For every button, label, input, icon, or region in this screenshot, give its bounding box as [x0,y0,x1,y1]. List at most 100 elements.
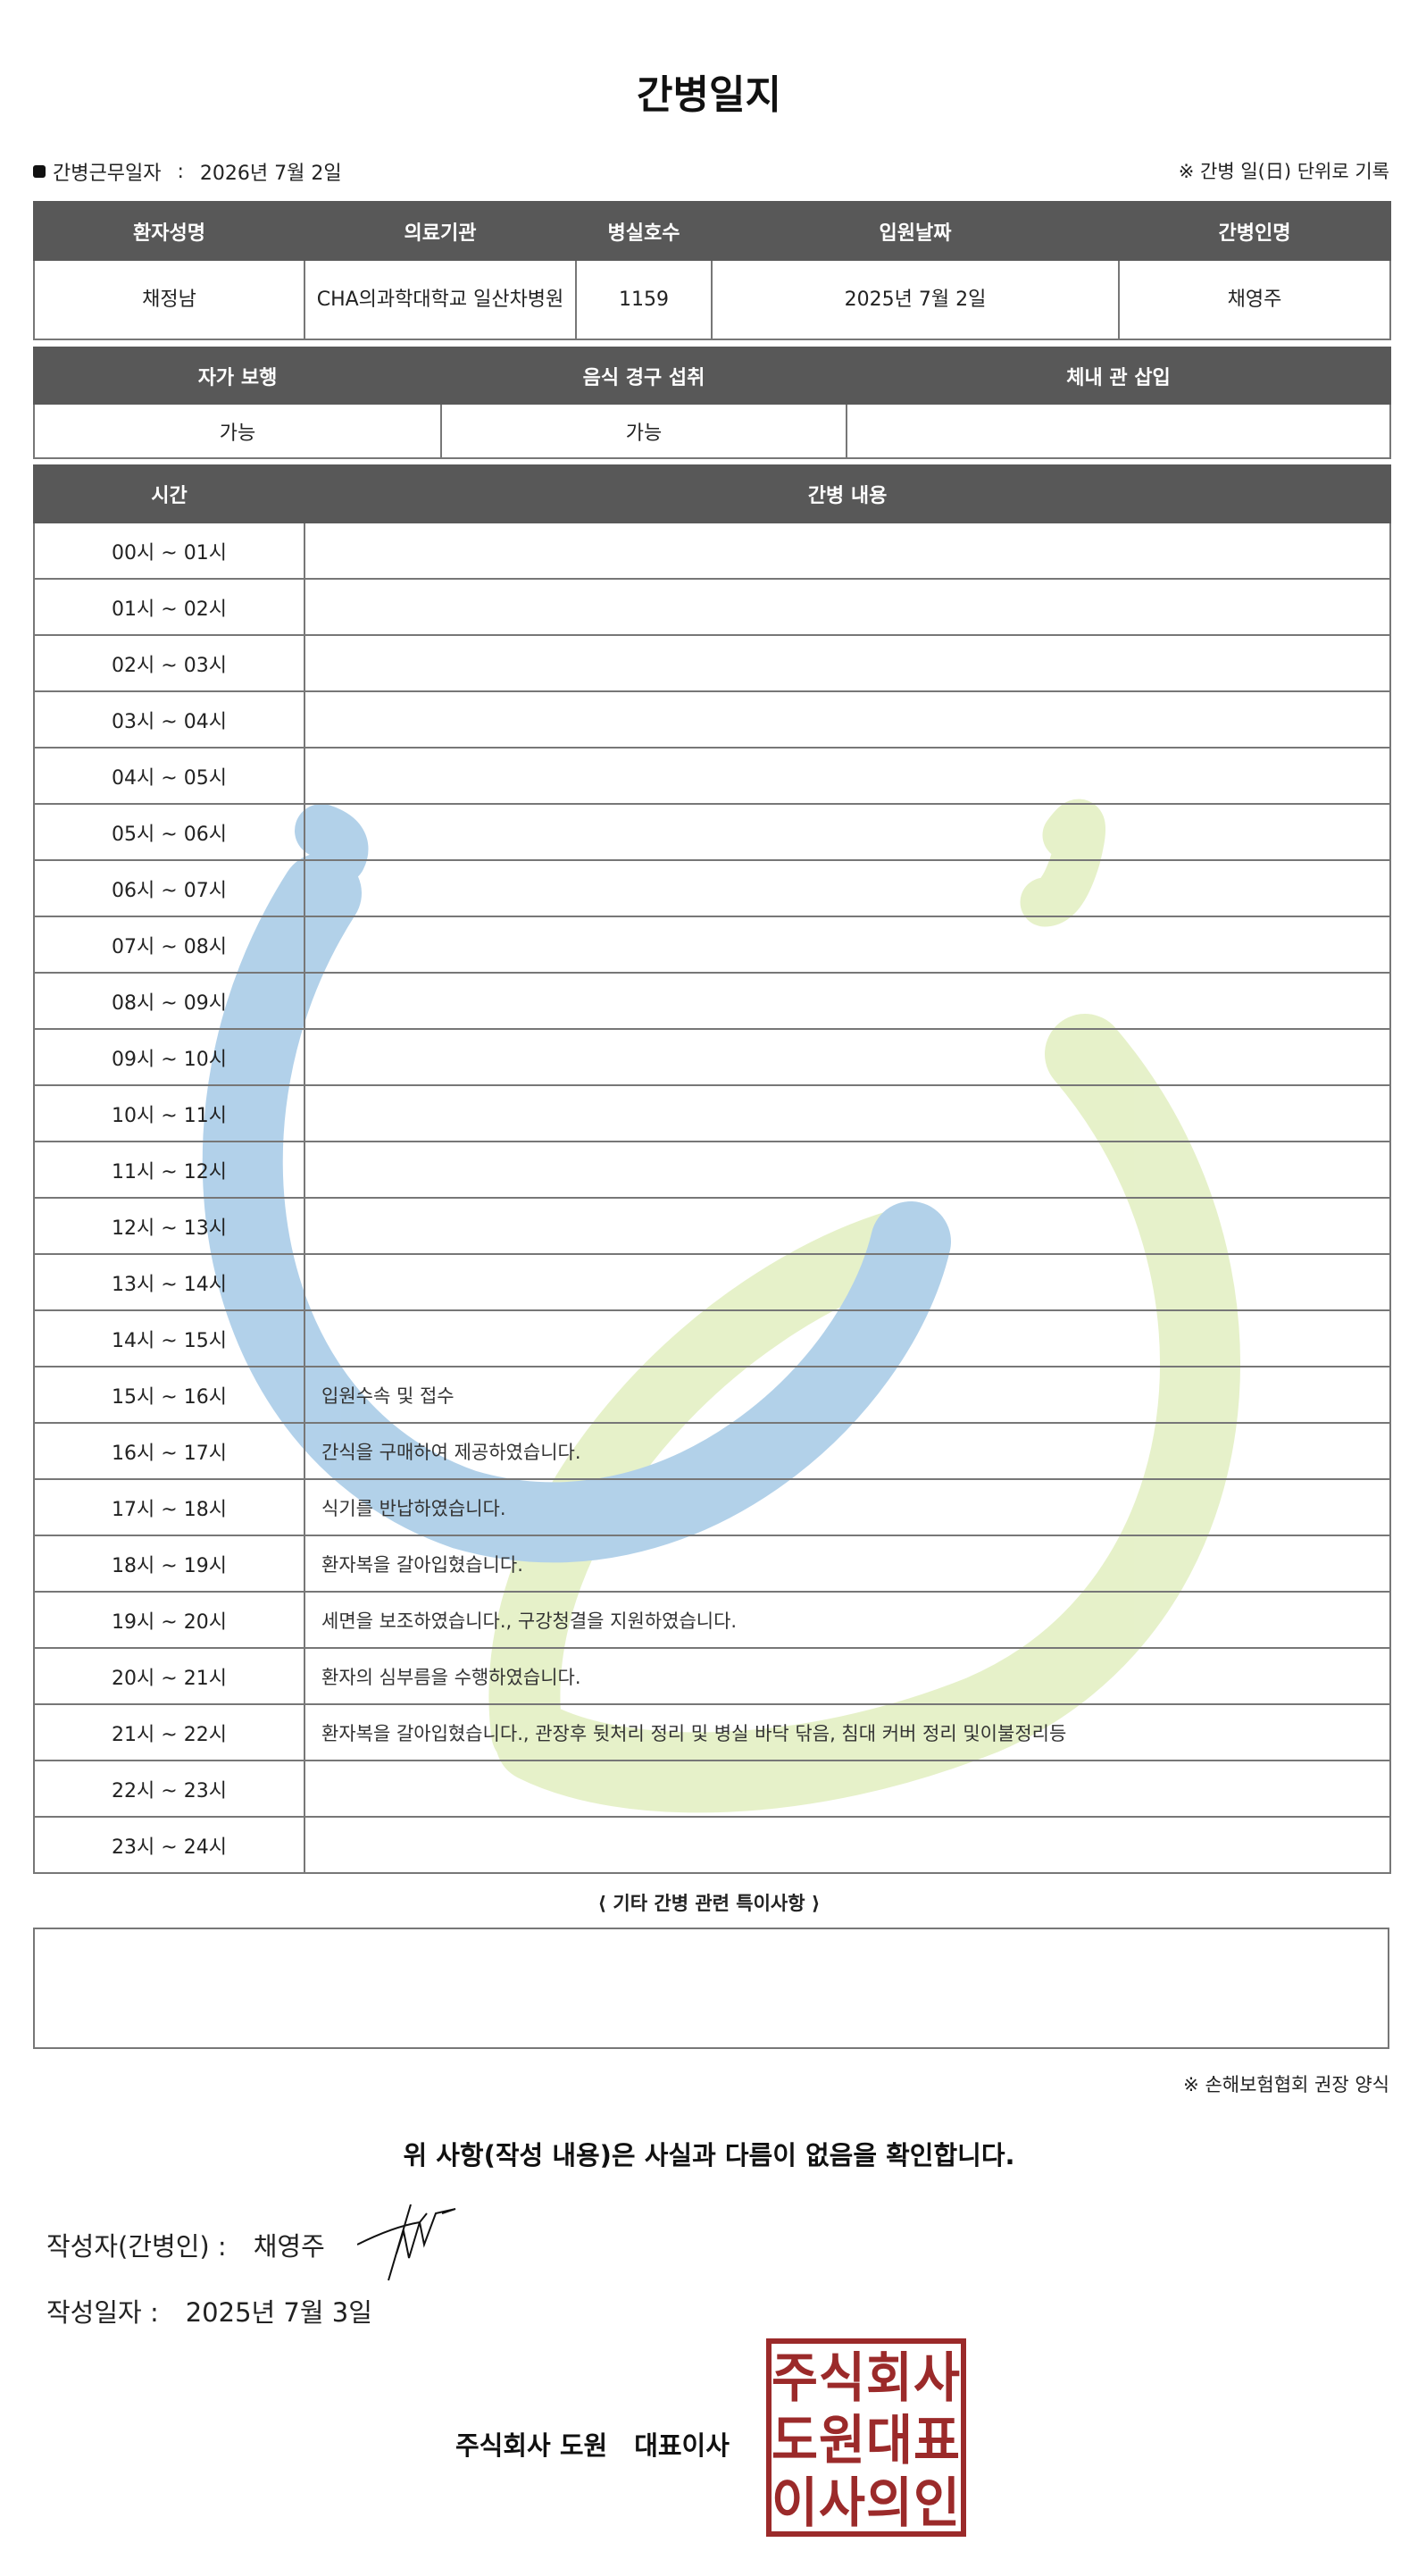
log-content [304,1309,1391,1367]
header-caregiver-name: 간병인명 [1118,201,1391,261]
seal-char: 사 [819,2472,865,2535]
seal-char: 원 [819,2410,865,2472]
log-content [304,1253,1391,1311]
log-time: 14시 ~ 15시 [33,1309,305,1367]
log-time: 16시 ~ 17시 [33,1422,305,1480]
work-date-separator: : [177,160,184,183]
page-title: 간병일지 [637,72,781,118]
log-row: 05시 ~ 06시 [33,803,1391,861]
seal-char: 사 [913,2347,960,2410]
log-time: 06시 ~ 07시 [33,859,305,917]
log-content: 환자복을 갈아입혔습니다., 관장후 뒷처리 정리 및 병실 바닥 닦음, 침대… [304,1703,1391,1761]
log-row: 18시 ~ 19시 환자복을 갈아입혔습니다. [33,1535,1391,1593]
log-content: 환자의 심부름을 수행하였습니다. [304,1647,1391,1705]
log-content [304,1028,1391,1086]
log-content: 식기를 반납하였습니다. [304,1478,1391,1536]
log-row: 23시 ~ 24시 [33,1816,1391,1874]
written-date-value: 2025년 7월 3일 [185,2297,372,2328]
writer-name: 채영주 [253,2231,325,2262]
log-content: 입원수속 및 접수 [304,1366,1391,1424]
log-content [304,803,1391,861]
log-content: 환자복을 갈아입혔습니다. [304,1535,1391,1593]
ceo-title: 대표이사 [634,2430,730,2461]
room-number: 1159 [575,259,713,340]
log-content [304,578,1391,636]
log-time: 09시 ~ 10시 [33,1028,305,1086]
log-time: 08시 ~ 09시 [33,972,305,1030]
care-log-table: 시간 간병 내용 00시 ~ 01시 01시 ~ 02시 02시 ~ 03시 03시 … [33,464,1391,1874]
work-date-info: 간병근무일자 : 2026년 7월 2일 [33,157,342,186]
log-time: 07시 ~ 08시 [33,916,305,974]
log-row: 08시 ~ 09시 [33,972,1391,1030]
company-name: 주식회사 도원 [455,2430,608,2461]
log-row: 11시 ~ 12시 [33,1141,1391,1199]
log-content [304,1141,1391,1199]
header-tube-insertion: 체내 관 삽입 [846,347,1391,405]
log-time: 15시 ~ 16시 [33,1366,305,1424]
log-row: 22시 ~ 23시 [33,1760,1391,1818]
admission-date: 2025년 7월 2일 [711,259,1120,340]
log-content [304,916,1391,974]
hospital: CHA의과학대학교 일산차병원 [304,259,577,340]
log-row: 00시 ~ 01시 [33,522,1391,580]
log-time: 01시 ~ 02시 [33,578,305,636]
tube-insertion-status [846,403,1391,459]
written-date-label: 작성일자 : [46,2297,159,2328]
confirmation-statement: 위 사항(작성 내용)은 사실과 다름이 없음을 확인합니다. [403,2140,1015,2170]
company-seal: 주 식 회 사도 원 대 표이 사 의 인 [766,2338,966,2537]
caregiver-name: 채영주 [1118,259,1391,340]
header-admission-date: 입원날짜 [711,201,1120,261]
log-time: 00시 ~ 01시 [33,522,305,580]
signature-image [357,2204,456,2281]
log-time: 04시 ~ 05시 [33,747,305,805]
log-time: 11시 ~ 12시 [33,1141,305,1199]
log-row: 12시 ~ 13시 [33,1197,1391,1255]
header-care-content: 간병 내용 [304,464,1391,523]
header-patient-name: 환자성명 [33,201,305,261]
log-content [304,634,1391,692]
form-note: ※ 손해보험협회 권장 양식 [1183,2074,1389,2095]
log-time: 17시 ~ 18시 [33,1478,305,1536]
log-time: 02시 ~ 03시 [33,634,305,692]
log-time: 13시 ~ 14시 [33,1253,305,1311]
header-oral-intake: 음식 경구 섭취 [440,347,847,405]
log-time: 12시 ~ 13시 [33,1197,305,1255]
log-content [304,1084,1391,1142]
patient-name: 채정남 [33,259,305,340]
header-room: 병실호수 [575,201,713,261]
log-content: 세면을 보조하였습니다., 구강청결을 지원하였습니다. [304,1591,1391,1649]
log-row: 03시 ~ 04시 [33,690,1391,749]
etc-notes-label: ⟨ 기타 간병 관련 특이사항 ⟩ [597,1893,821,1914]
seal-char: 이 [772,2472,818,2535]
seal-char: 표 [913,2410,960,2472]
oral-intake-status: 가능 [440,403,847,459]
log-content [304,1760,1391,1818]
writer-label: 작성자(간병인) : [46,2231,227,2262]
writer-line: 작성자(간병인) : 채영주 [46,2226,325,2263]
log-row: 21시 ~ 22시 환자복을 갈아입혔습니다., 관장후 뒷처리 정리 및 병실 … [33,1703,1391,1761]
written-date-line: 작성일자 : 2025년 7월 3일 [46,2292,372,2329]
log-row: 07시 ~ 08시 [33,916,1391,974]
log-content [304,859,1391,917]
seal-char: 대 [866,2410,913,2472]
seal-char: 식 [819,2347,865,2410]
log-row: 10시 ~ 11시 [33,1084,1391,1142]
log-row: 01시 ~ 02시 [33,578,1391,636]
patient-info-table: 환자성명 의료기관 병실호수 입원날짜 간병인명 채정남 CHA의과학대학교 일… [33,201,1391,340]
unit-note: ※ 간병 일(日) 단위로 기록 [1178,161,1389,182]
work-date-label: 간병근무일자 [53,163,162,185]
header-hospital: 의료기관 [304,201,577,261]
log-row: 09시 ~ 10시 [33,1028,1391,1086]
log-content [304,690,1391,749]
log-time: 19시 ~ 20시 [33,1591,305,1649]
log-time: 23시 ~ 24시 [33,1816,305,1874]
log-content [304,972,1391,1030]
header-time: 시간 [33,464,305,523]
seal-char: 회 [866,2347,913,2410]
log-row: 20시 ~ 21시 환자의 심부름을 수행하였습니다. [33,1647,1391,1705]
header-walking: 자가 보행 [33,347,442,405]
seal-char: 도 [772,2410,818,2472]
log-time: 05시 ~ 06시 [33,803,305,861]
work-date-value: 2026년 7월 2일 [199,163,342,185]
log-row: 02시 ~ 03시 [33,634,1391,692]
